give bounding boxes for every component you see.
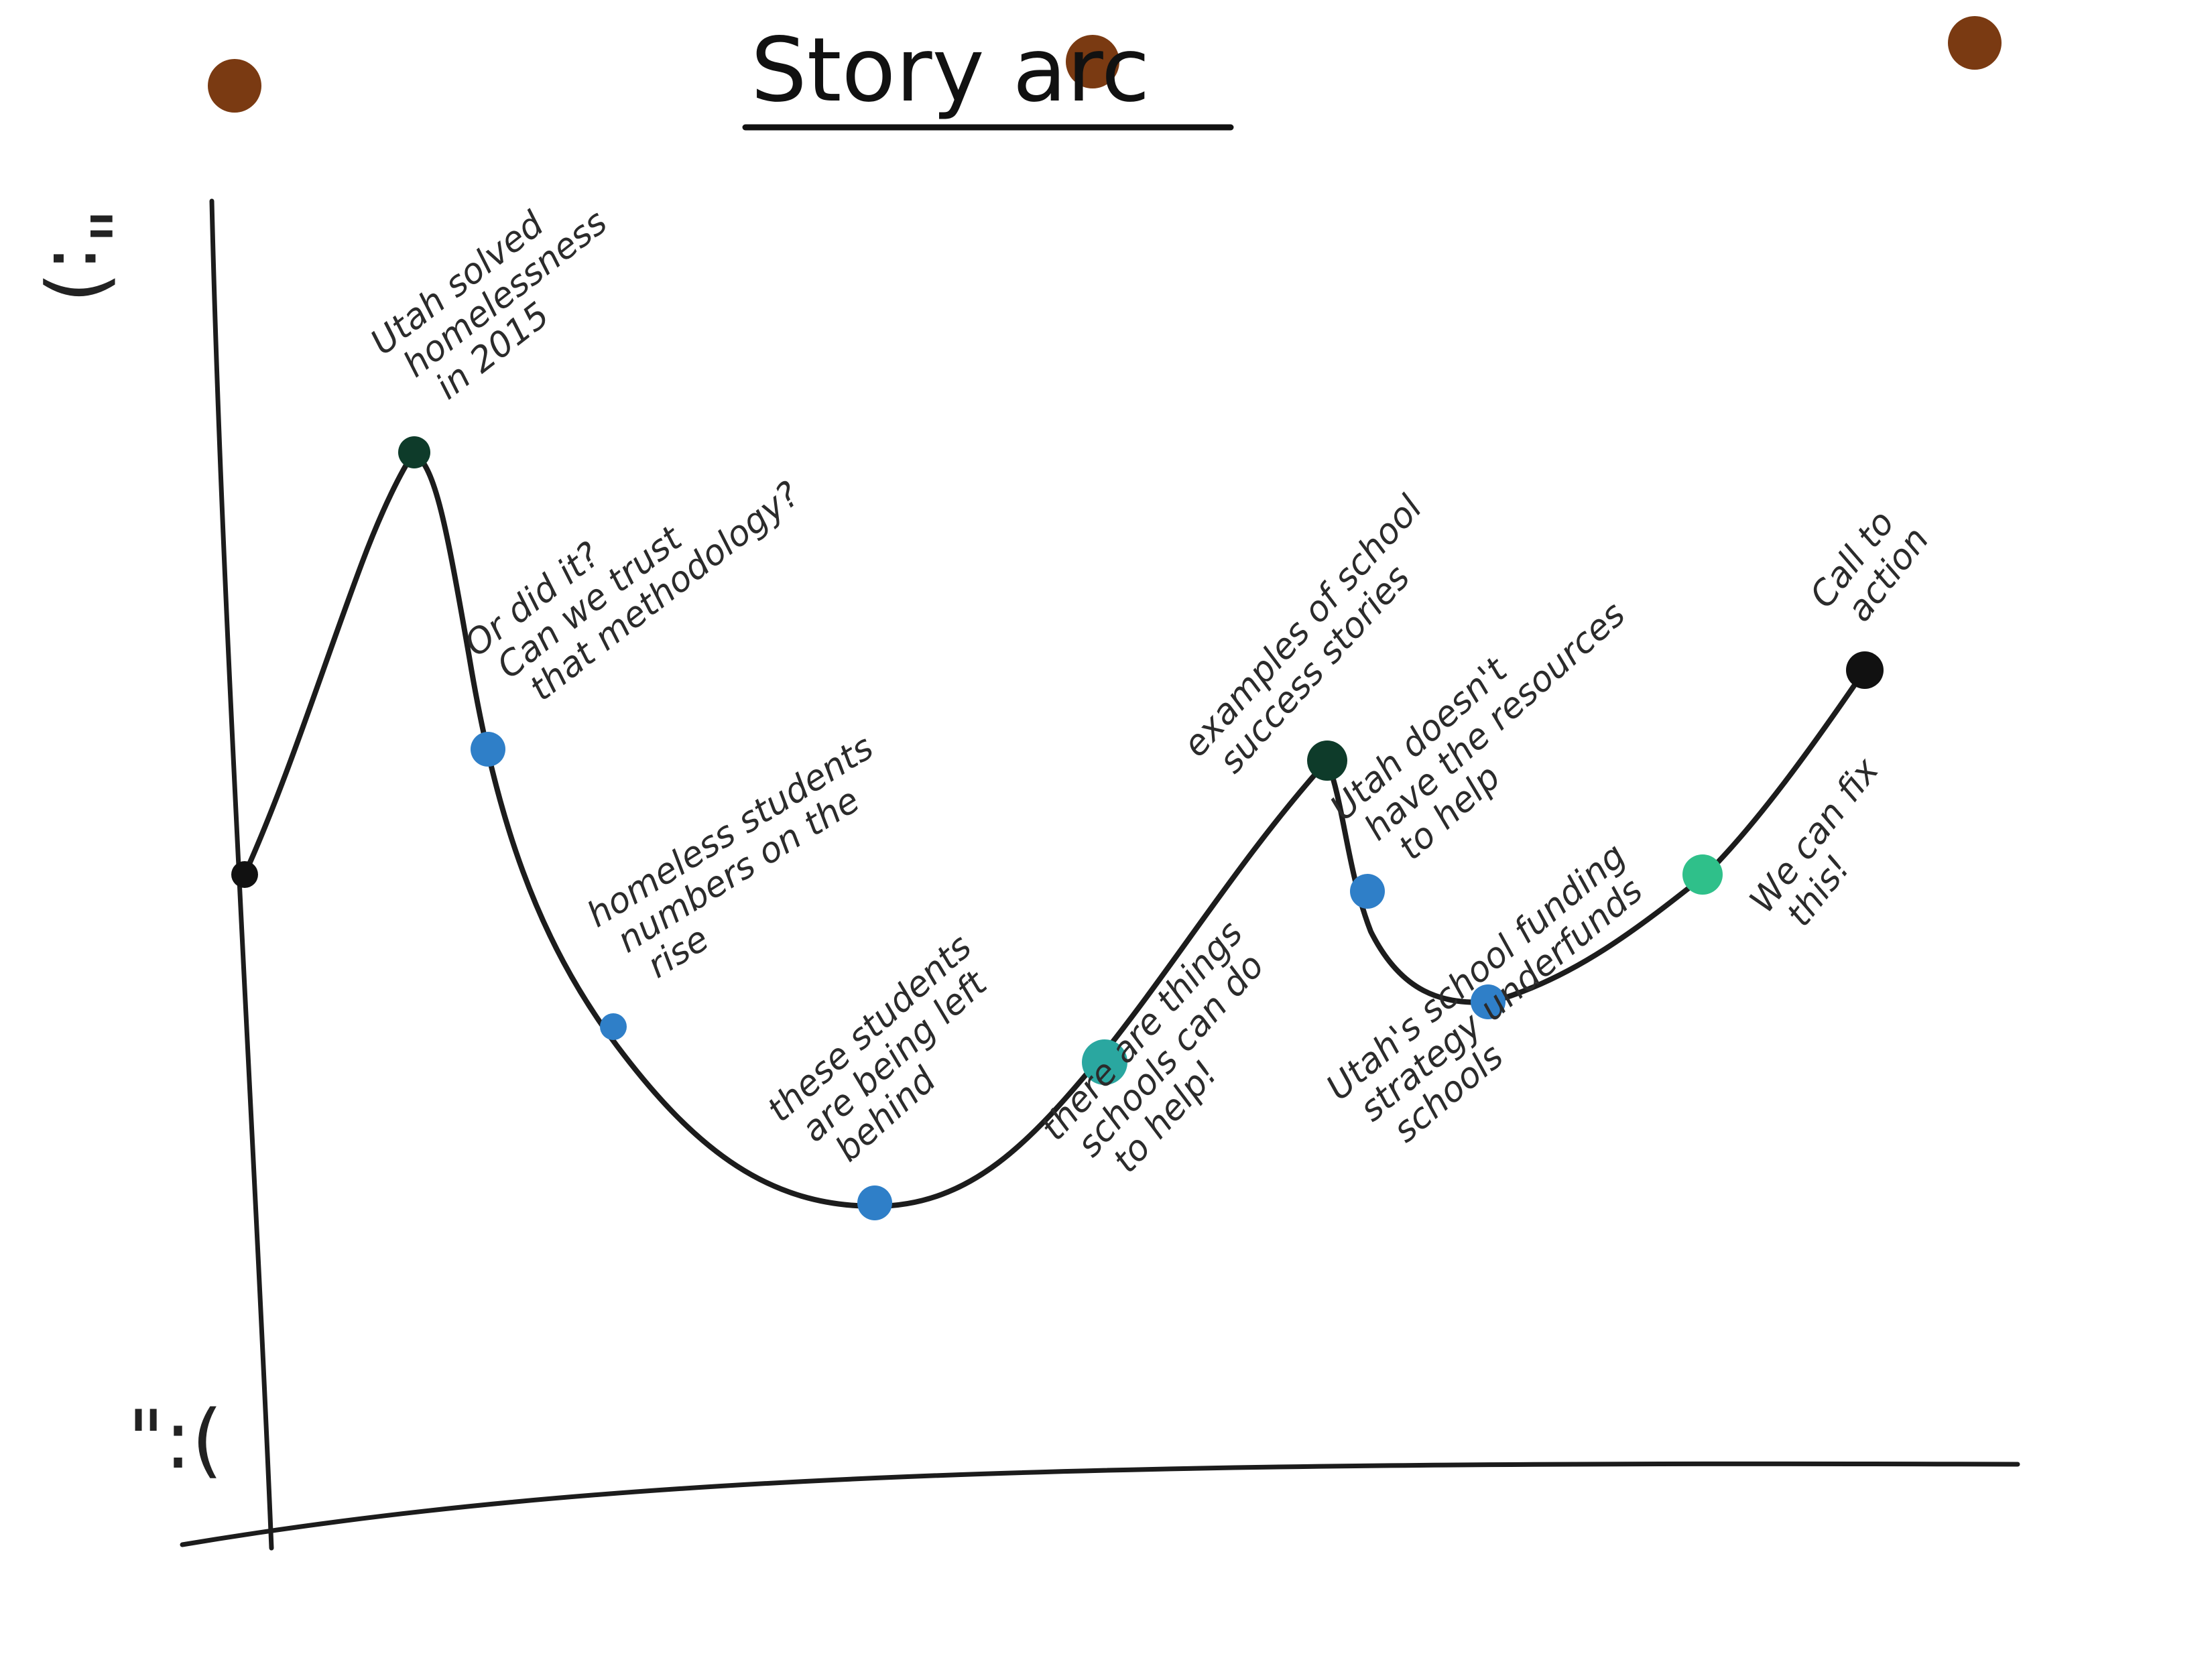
story-beat-behind: these studentsare being leftbehind bbox=[760, 927, 1030, 1220]
beat-note: Or did it?Can we trustthat methodology? bbox=[457, 415, 807, 724]
beat-dot bbox=[1350, 874, 1385, 909]
beat-dot bbox=[1307, 741, 1347, 781]
beat-dot bbox=[600, 1013, 627, 1040]
story-beat-rise: homeless studentsnumbers on therise bbox=[580, 727, 920, 1040]
beat-note-line: examples of school bbox=[1175, 488, 1430, 765]
sad-face-icon: ":( bbox=[127, 1394, 223, 1487]
pushpin-icon bbox=[1066, 35, 1119, 88]
beat-note-line: strategy underfunds bbox=[1353, 871, 1651, 1130]
story-beat-start bbox=[231, 861, 258, 888]
story-beat-peak: Utah solvedhomelessnessin 2015 bbox=[363, 173, 637, 468]
beat-dot bbox=[1682, 854, 1723, 895]
beat-note: there are thingsschools can doto help! bbox=[1034, 913, 1306, 1199]
happy-face-icon: ":) bbox=[34, 208, 127, 303]
story-arc-line bbox=[242, 450, 1867, 1209]
story-beat-fix: We can fixthis! bbox=[1682, 751, 1917, 944]
beat-note: Call toaction bbox=[1802, 497, 1937, 639]
beat-note: We can fixthis! bbox=[1742, 751, 1917, 944]
beat-dot bbox=[1082, 1039, 1127, 1085]
pushpin-icon bbox=[208, 59, 261, 113]
beat-note: Utah solvedhomelessnessin 2015 bbox=[363, 173, 637, 423]
beat-note-line: have the resources bbox=[1357, 594, 1633, 848]
beat-note: these studentsare being leftbehind bbox=[760, 927, 1030, 1186]
beat-dot bbox=[398, 436, 430, 468]
pushpins bbox=[208, 16, 2002, 113]
x-axis bbox=[180, 1461, 2020, 1547]
pushpin-icon bbox=[1948, 16, 2002, 70]
beat-dot bbox=[231, 861, 258, 888]
beat-dot bbox=[1846, 651, 1884, 689]
story-beat-action: Call toaction bbox=[1802, 497, 1937, 689]
diagram-title: Story arc bbox=[751, 19, 1150, 122]
beat-note: homeless studentsnumbers on therise bbox=[580, 727, 920, 999]
beat-dot bbox=[471, 732, 505, 767]
beat-dot bbox=[857, 1185, 892, 1220]
beat-dot bbox=[1471, 984, 1506, 1019]
story-beat-doubt: Or did it?Can we trustthat methodology? bbox=[457, 415, 807, 767]
story-beat-things: there are thingsschools can doto help! bbox=[1034, 913, 1306, 1199]
